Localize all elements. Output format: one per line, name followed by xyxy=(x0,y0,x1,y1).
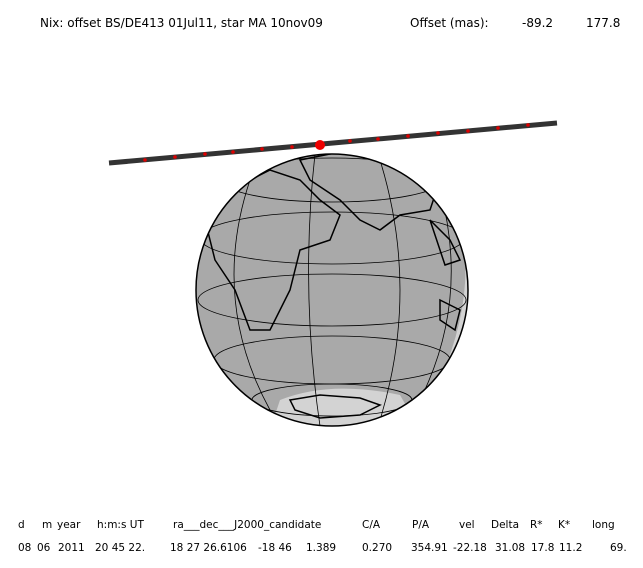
column-header: m xyxy=(42,519,52,531)
column-header: K* xyxy=(558,519,570,531)
track-line xyxy=(108,120,558,166)
cell: 08 xyxy=(18,542,31,554)
globe-disk xyxy=(196,154,468,426)
column-header: year xyxy=(57,519,81,531)
cell: 18 27 26.6106 xyxy=(170,542,247,554)
cell: 354.91 xyxy=(411,542,448,554)
column-header: P/A xyxy=(412,519,430,531)
cell: 0.270 xyxy=(362,542,392,554)
title: Nix: offset BS/DE413 01Jul11, star MA 10… xyxy=(40,16,323,30)
column-header: long xyxy=(592,519,615,531)
column-header: R* xyxy=(530,519,543,531)
graticule xyxy=(197,154,467,426)
cell: 1.389 xyxy=(306,542,336,554)
cell: -22.18 xyxy=(453,542,487,554)
offset-value: 177.8 xyxy=(586,16,620,30)
cell: 11.2 xyxy=(559,542,582,554)
footer-headers: d m year h:m:s UT ra___dec___J2000_candi… xyxy=(18,519,615,531)
offset-value: -89.2 xyxy=(522,16,553,30)
cell: 17.8 xyxy=(531,542,554,554)
column-header: h:m:s UT xyxy=(97,519,144,531)
globe-outline xyxy=(195,153,469,427)
closest-approach xyxy=(315,140,325,150)
offset-label: Offset (mas): xyxy=(410,16,489,30)
column-header: ra___dec___J2000_candidate xyxy=(173,519,321,531)
column-header: C/A xyxy=(362,519,381,531)
cell: -18 46 xyxy=(258,542,292,554)
cell: 06 xyxy=(37,542,51,554)
footer-values: 08 06 2011 20 45 22. 18 27 26.6106 -18 4… xyxy=(18,542,627,554)
globe xyxy=(195,153,469,427)
track-ticks xyxy=(143,123,530,162)
cell: 31.08 xyxy=(495,542,525,554)
cell: 20 45 22. xyxy=(95,542,145,554)
cell: 69. xyxy=(610,542,627,554)
cell: 2011 xyxy=(58,542,85,554)
column-header: Delta xyxy=(491,519,519,531)
column-header: vel xyxy=(459,519,475,531)
column-header: d xyxy=(18,519,25,531)
shadow-track xyxy=(108,120,558,166)
